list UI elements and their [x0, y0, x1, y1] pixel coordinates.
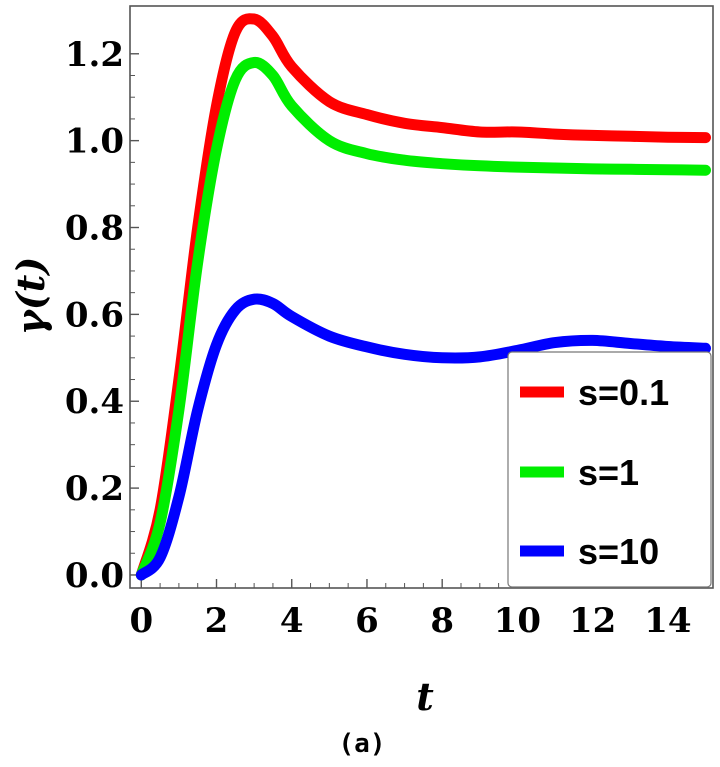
legend-label-2: s=10: [578, 531, 659, 572]
x-tick-label: 8: [430, 601, 454, 641]
y-axis-title: γ(t): [8, 257, 53, 336]
x-tick-label: 0: [129, 601, 153, 641]
y-tick-label: 0.2: [65, 469, 124, 509]
x-tick-label: 10: [494, 601, 541, 641]
y-tick-label: 0.0: [65, 556, 124, 596]
y-tick-label: 0.4: [65, 382, 124, 422]
plot-frame: [129, 5, 714, 589]
y-tick-label: 0.8: [65, 209, 124, 249]
series-lines: [135, 13, 711, 581]
x-tick-label: 12: [569, 601, 616, 641]
series-line-1: [135, 56, 711, 581]
x-axis: 0 2 4 6 8 10 12 14: [129, 579, 692, 641]
legend-box: [507, 351, 712, 588]
y-tick-label: 1.0: [65, 122, 124, 162]
legend-label-0: s=0.1: [578, 372, 669, 413]
legend: s=0.1 s=1 s=10: [507, 351, 712, 588]
x-tick-label: 14: [644, 601, 691, 641]
x-tick-label: 6: [355, 601, 379, 641]
x-tick-label: 4: [280, 601, 304, 641]
x-tick-label: 2: [205, 601, 229, 641]
series-line-2: [135, 293, 711, 581]
y-tick-label: 1.2: [65, 35, 124, 75]
y-axis: 0.0 0.2 0.4 0.6 0.8 1.0 1.2: [65, 35, 139, 596]
y-tick-label: 0.6: [65, 295, 124, 335]
figure-caption: (a): [339, 729, 386, 759]
legend-label-1: s=1: [578, 452, 639, 493]
x-axis-title: t: [416, 674, 434, 719]
